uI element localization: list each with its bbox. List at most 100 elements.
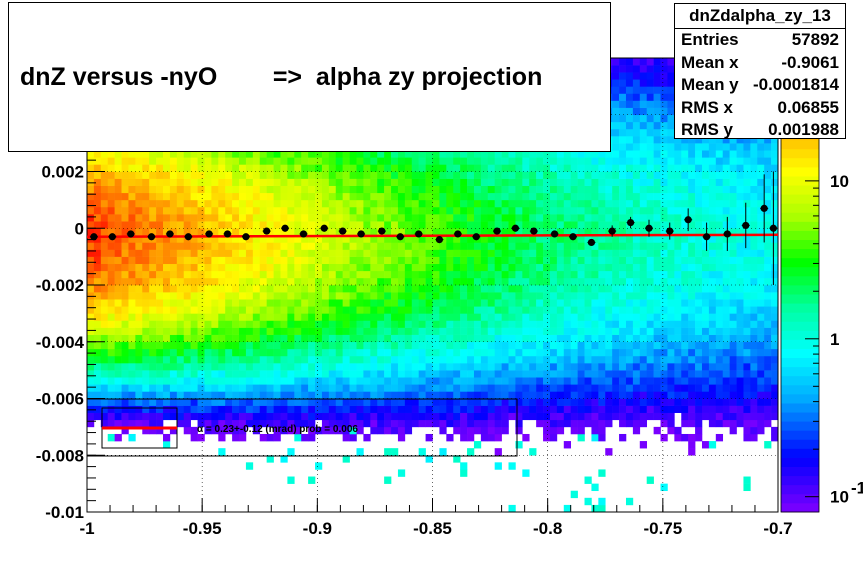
heatmap-cell — [259, 370, 267, 378]
heatmap-cell — [384, 299, 392, 307]
heatmap-cell — [370, 150, 378, 158]
heatmap-cell — [301, 185, 309, 194]
heatmap-cell — [391, 277, 399, 286]
heatmap-cell — [487, 313, 495, 321]
heatmap-cell — [536, 419, 544, 428]
heatmap-cell — [169, 178, 178, 186]
heatmap-cell — [487, 206, 495, 215]
heatmap-cell — [639, 306, 648, 314]
heatmap-cell — [294, 164, 302, 172]
heatmap-cell — [660, 277, 668, 286]
heatmap-cell — [549, 164, 558, 172]
heatmap-cell — [708, 228, 717, 236]
heatmap-cell — [93, 398, 102, 406]
heatmap-cell — [529, 377, 537, 385]
heatmap-cell — [501, 206, 509, 215]
heatmap-cell — [176, 313, 185, 321]
heatmap-cell — [211, 185, 219, 194]
heatmap-cell — [715, 277, 724, 286]
heatmap-cell — [384, 391, 392, 399]
heatmap-cell — [632, 419, 641, 428]
heatmap-cell — [473, 348, 482, 357]
heatmap-cell — [432, 206, 440, 215]
heatmap-cell — [156, 157, 164, 165]
heatmap-cell — [211, 277, 219, 286]
heatmap-cell — [335, 270, 343, 279]
heatmap-cell — [328, 178, 337, 186]
heatmap-cell — [653, 72, 661, 80]
heatmap-cell — [404, 426, 413, 435]
heatmap-cell — [701, 150, 710, 158]
heatmap-cell — [218, 242, 226, 250]
heatmap-cell — [197, 292, 205, 300]
heatmap-cell — [522, 235, 530, 243]
heatmap-cell — [695, 320, 703, 328]
heatmap-cell — [639, 235, 648, 243]
heatmap-cell — [695, 242, 703, 250]
heatmap-cell — [114, 370, 122, 378]
heatmap-cell — [107, 185, 115, 194]
heatmap-cell — [176, 299, 185, 307]
heatmap-cell — [494, 320, 502, 328]
heatmap-cell — [556, 214, 565, 222]
heatmap-cell — [563, 242, 571, 250]
heatmap-cell — [529, 348, 537, 357]
heatmap-cell — [149, 277, 157, 286]
heatmap-cell — [370, 370, 378, 378]
heatmap-cell — [176, 178, 185, 186]
heatmap-cell — [674, 150, 682, 158]
heatmap-cell — [667, 306, 675, 314]
heatmap-cell — [273, 419, 281, 428]
heatmap-cell — [446, 348, 454, 357]
heatmap-cell — [619, 370, 627, 378]
heatmap-cell — [646, 405, 654, 413]
heatmap-cell — [549, 419, 558, 428]
heatmap-cell — [252, 299, 261, 307]
heatmap-cell — [87, 256, 95, 265]
heatmap-cell — [397, 185, 406, 194]
heatmap-cell — [695, 136, 703, 144]
heatmap-cell — [681, 412, 689, 421]
heatmap-cell — [114, 150, 122, 158]
heatmap-cell — [114, 178, 122, 186]
heatmap-cell — [335, 320, 343, 328]
heatmap-cell — [218, 164, 226, 172]
heatmap-cell — [446, 292, 454, 300]
heatmap-cell — [660, 114, 668, 123]
heatmap-cell — [556, 405, 565, 413]
heatmap-cell — [156, 320, 164, 328]
heatmap-cell — [211, 419, 219, 428]
heatmap-cell — [266, 391, 274, 399]
heatmap-cell — [494, 299, 502, 307]
heatmap-cell — [114, 242, 122, 250]
heatmap-cell — [335, 199, 343, 208]
heatmap-cell — [556, 199, 565, 208]
heatmap-cell — [425, 363, 433, 371]
heatmap-cell — [176, 391, 185, 399]
heatmap-cell — [87, 178, 95, 186]
heatmap-cell — [701, 270, 710, 279]
heatmap-cell — [695, 327, 703, 335]
heatmap-cell — [190, 327, 198, 335]
heatmap-cell — [584, 164, 592, 172]
heatmap-cell — [612, 327, 620, 335]
heatmap-cell — [107, 157, 115, 165]
heatmap-cell — [446, 185, 454, 194]
heatmap-cell — [411, 178, 419, 186]
heatmap-cell — [287, 192, 295, 201]
heatmap-cell — [363, 292, 371, 300]
heatmap-cell — [529, 355, 537, 364]
heatmap-cell — [536, 256, 544, 265]
heatmap-cell — [646, 58, 654, 66]
heatmap-cell — [121, 384, 129, 392]
heatmap-cell — [245, 327, 254, 335]
heatmap-cell — [467, 313, 475, 321]
heatmap-cell — [321, 370, 330, 378]
heatmap-cell — [425, 228, 433, 236]
heatmap-cell — [467, 185, 475, 194]
heatmap-cell — [487, 412, 495, 421]
heatmap-cell — [128, 306, 136, 314]
heatmap-cell — [197, 412, 205, 421]
heatmap-cell — [653, 93, 661, 101]
heatmap-cell — [688, 171, 696, 179]
